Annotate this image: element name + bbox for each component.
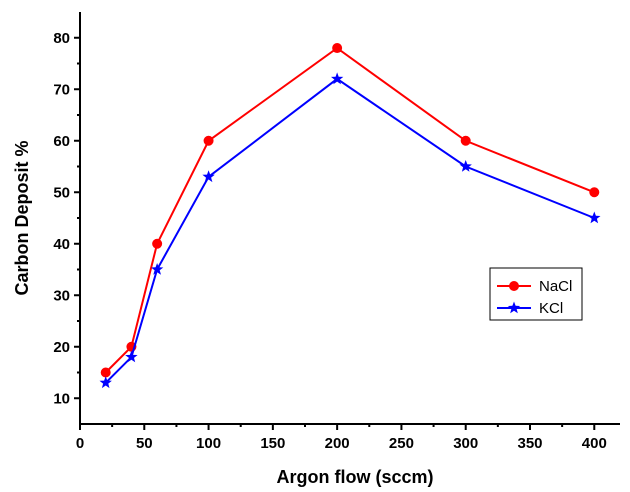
y-tick-label: 60 [53, 133, 70, 150]
data-point-kcl [331, 72, 344, 85]
x-tick-label: 350 [517, 435, 542, 452]
data-point-kcl [588, 211, 601, 224]
data-point-kcl [99, 376, 112, 389]
legend-marker-nacl [509, 281, 519, 291]
legend: NaCl KCl [489, 267, 583, 321]
data-point-kcl [125, 350, 138, 363]
x-tick-label: 150 [260, 435, 285, 452]
x-tick-label: 100 [196, 435, 221, 452]
legend-label-kcl: KCl [539, 300, 563, 317]
x-tick-label: 200 [325, 435, 350, 452]
y-tick-label: 40 [53, 236, 70, 253]
y-tick-label: 30 [53, 287, 70, 304]
x-tick-label: 0 [76, 435, 84, 452]
y-tick-label: 10 [53, 390, 70, 407]
axes [79, 12, 620, 425]
y-axis-title: Carbon Deposit % [12, 140, 32, 295]
data-point-nacl [589, 187, 600, 198]
x-axis-ticks: 0 50 100 150 200 250 300 350 400 [76, 424, 607, 452]
data-point-kcl [151, 263, 164, 275]
y-tick-label: 20 [53, 339, 70, 356]
x-tick-label: 300 [453, 435, 478, 452]
series-kcl [99, 72, 601, 389]
y-tick-label: 80 [53, 30, 70, 47]
series-nacl [100, 43, 600, 378]
data-point-kcl [202, 170, 215, 183]
x-tick-label: 400 [582, 435, 607, 452]
legend-label-nacl: NaCl [539, 278, 572, 295]
y-tick-label: 50 [53, 184, 70, 201]
legend-marker-kcl [507, 301, 521, 314]
x-tick-label: 50 [136, 435, 153, 452]
data-point-nacl [203, 135, 214, 146]
data-point-kcl [459, 160, 472, 172]
y-axis-ticks: 10 20 30 40 50 60 70 80 [53, 30, 80, 407]
x-axis-title: Argon flow (sccm) [276, 467, 433, 487]
y-tick-label: 70 [53, 81, 70, 98]
x-tick-label: 250 [389, 435, 414, 452]
series-line-nacl [104, 46, 595, 374]
data-point-nacl [460, 135, 471, 146]
legend-box [489, 267, 583, 321]
series-line-kcl [104, 77, 595, 384]
data-point-nacl [100, 367, 111, 378]
data-point-nacl [332, 43, 343, 54]
series-group [99, 43, 601, 389]
data-point-nacl [152, 238, 163, 249]
